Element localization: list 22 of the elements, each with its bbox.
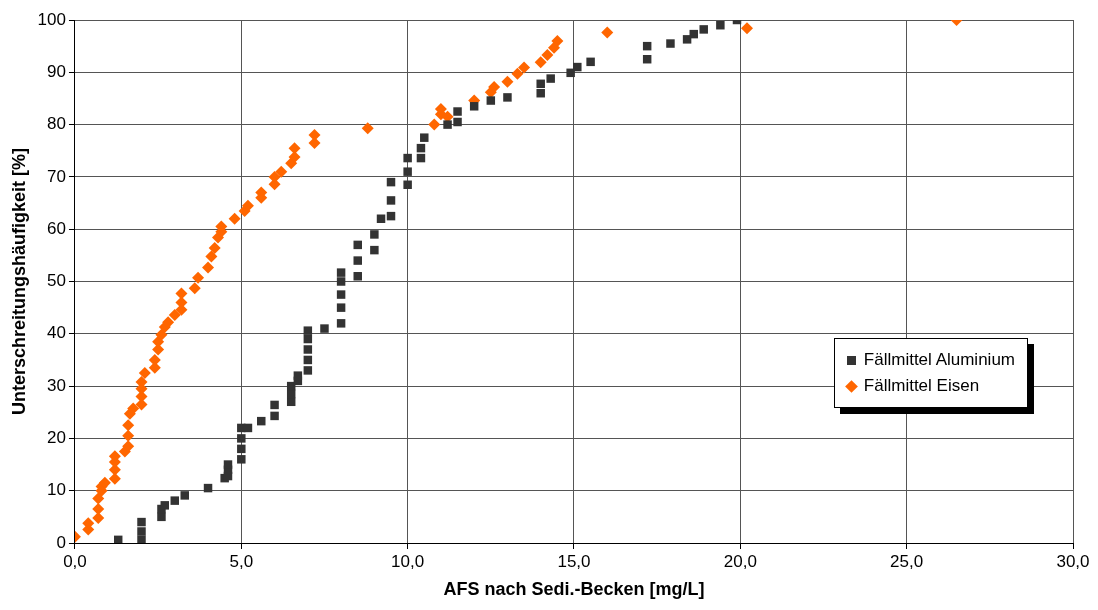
y-tick-label: 70 bbox=[47, 166, 66, 186]
y-tick-label: 90 bbox=[47, 61, 66, 81]
x-tick-label: 20,0 bbox=[723, 551, 757, 571]
x-axis-title: AFS nach Sedi.-Becken [mg/L] bbox=[443, 579, 705, 600]
y-tick-label: 40 bbox=[47, 323, 66, 343]
x-tick-label: 5,0 bbox=[229, 551, 254, 571]
y-tick-label: 50 bbox=[47, 271, 66, 291]
x-tick-label: 25,0 bbox=[890, 551, 924, 571]
y-tick-label: 60 bbox=[47, 218, 66, 238]
x-tick-label: 15,0 bbox=[557, 551, 591, 571]
y-tick-label: 30 bbox=[47, 375, 66, 395]
y-tick-label: 0 bbox=[56, 532, 66, 552]
legend-label: Fällmittel Aluminium bbox=[863, 349, 1015, 371]
x-tick-label: 30,0 bbox=[1056, 551, 1090, 571]
y-axis-title: Unterschreitungshäufigkeit [%] bbox=[8, 147, 29, 416]
y-tick-label: 100 bbox=[37, 9, 66, 29]
x-tick-label: 10,0 bbox=[391, 551, 425, 571]
legend-label: Fällmittel Eisen bbox=[863, 375, 980, 397]
y-tick-label: 80 bbox=[47, 114, 66, 134]
y-tick-label: 20 bbox=[47, 428, 66, 448]
x-tick-label: 0,0 bbox=[63, 551, 87, 571]
y-tick-label: 10 bbox=[47, 480, 66, 500]
